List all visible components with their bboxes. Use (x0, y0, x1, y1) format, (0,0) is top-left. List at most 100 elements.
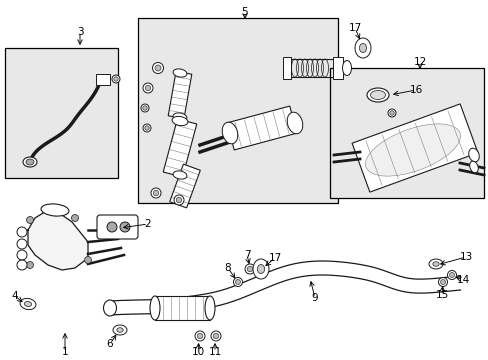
Ellipse shape (20, 298, 36, 310)
Ellipse shape (24, 301, 32, 306)
Ellipse shape (342, 60, 351, 76)
Text: 17: 17 (347, 23, 361, 33)
Text: 3: 3 (77, 27, 83, 37)
Bar (329, 68, 483, 198)
Circle shape (155, 65, 161, 71)
Ellipse shape (252, 259, 268, 279)
Ellipse shape (173, 171, 186, 179)
Circle shape (26, 261, 34, 269)
Ellipse shape (354, 38, 370, 58)
Ellipse shape (366, 88, 388, 102)
Polygon shape (163, 119, 196, 177)
Circle shape (17, 260, 27, 270)
Ellipse shape (117, 328, 123, 332)
Circle shape (71, 215, 79, 221)
Ellipse shape (173, 113, 186, 121)
Circle shape (153, 190, 159, 196)
Polygon shape (28, 210, 88, 270)
Circle shape (247, 266, 252, 272)
Bar (155, 296, 209, 320)
Ellipse shape (23, 157, 37, 167)
Ellipse shape (468, 148, 478, 162)
Circle shape (389, 111, 393, 115)
Circle shape (448, 273, 453, 278)
Bar (138, 18, 337, 203)
Circle shape (142, 106, 147, 110)
Circle shape (17, 250, 27, 260)
Ellipse shape (365, 124, 460, 176)
Text: 5: 5 (241, 7, 248, 17)
Text: 6: 6 (106, 339, 113, 349)
Ellipse shape (103, 300, 116, 316)
Circle shape (26, 216, 34, 224)
Circle shape (197, 333, 203, 339)
Bar (332, 57, 342, 79)
Text: 2: 2 (144, 219, 151, 229)
Ellipse shape (173, 69, 186, 77)
Polygon shape (169, 164, 200, 208)
Circle shape (174, 195, 183, 205)
Text: 9: 9 (311, 293, 318, 303)
Circle shape (213, 333, 218, 339)
Text: 13: 13 (458, 252, 472, 262)
Circle shape (114, 77, 118, 81)
Text: 16: 16 (408, 85, 422, 95)
Ellipse shape (359, 44, 366, 53)
Text: 4: 4 (12, 291, 18, 301)
Circle shape (195, 331, 204, 341)
Text: 7: 7 (243, 250, 250, 260)
Circle shape (244, 264, 254, 274)
Ellipse shape (370, 90, 385, 99)
Ellipse shape (26, 159, 34, 165)
FancyBboxPatch shape (97, 215, 138, 239)
Circle shape (152, 63, 163, 73)
Circle shape (210, 331, 221, 341)
Ellipse shape (428, 259, 442, 269)
Text: 8: 8 (224, 263, 231, 273)
Ellipse shape (469, 161, 477, 173)
Ellipse shape (41, 204, 69, 216)
Circle shape (120, 222, 130, 232)
Circle shape (145, 85, 150, 91)
Ellipse shape (432, 262, 438, 266)
Circle shape (440, 279, 445, 284)
Ellipse shape (222, 122, 237, 144)
Text: 11: 11 (208, 347, 221, 357)
Polygon shape (351, 104, 477, 192)
Circle shape (142, 124, 151, 132)
Polygon shape (226, 106, 296, 150)
Circle shape (447, 270, 456, 279)
Text: 1: 1 (61, 347, 68, 357)
Circle shape (235, 279, 240, 284)
Text: 17: 17 (268, 253, 281, 263)
Ellipse shape (45, 206, 65, 214)
Circle shape (176, 197, 182, 203)
Circle shape (141, 104, 149, 112)
Circle shape (387, 109, 395, 117)
Ellipse shape (204, 296, 215, 320)
Circle shape (112, 75, 120, 83)
Ellipse shape (286, 112, 302, 134)
Circle shape (84, 256, 91, 264)
Circle shape (17, 227, 27, 237)
Circle shape (17, 239, 27, 249)
Ellipse shape (257, 265, 264, 274)
Text: 14: 14 (455, 275, 468, 285)
Circle shape (438, 278, 447, 287)
Ellipse shape (150, 296, 160, 320)
Ellipse shape (106, 303, 114, 313)
Text: 12: 12 (412, 57, 426, 67)
Polygon shape (168, 71, 191, 118)
Circle shape (142, 83, 153, 93)
Bar (283, 57, 290, 79)
Text: 10: 10 (191, 347, 204, 357)
Circle shape (151, 188, 161, 198)
Ellipse shape (113, 325, 127, 335)
Circle shape (144, 126, 149, 130)
Polygon shape (109, 261, 460, 315)
Text: 15: 15 (434, 290, 447, 300)
Ellipse shape (172, 116, 187, 126)
Circle shape (233, 278, 242, 287)
Circle shape (107, 222, 117, 232)
Bar (96, 74, 110, 85)
